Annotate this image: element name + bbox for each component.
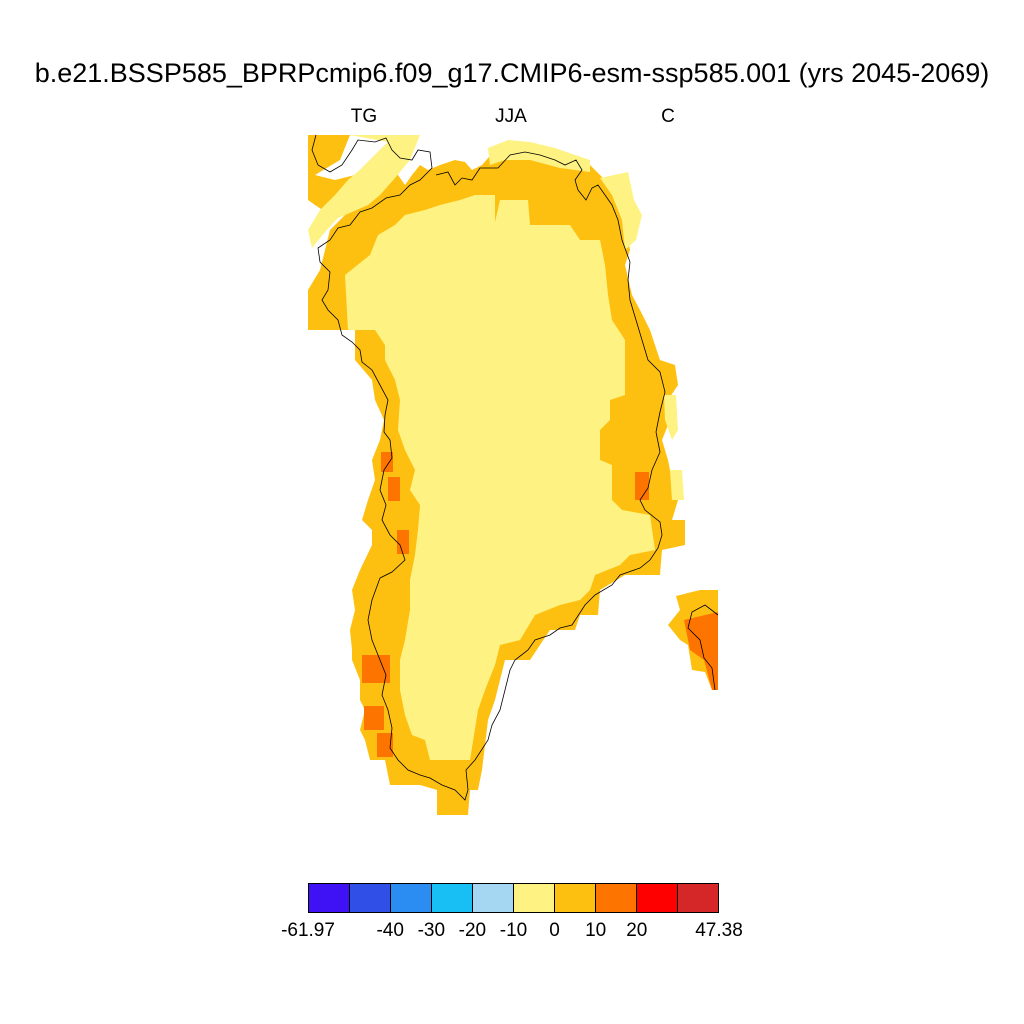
warm-spot <box>381 452 393 472</box>
coastal-fringe-e <box>664 395 684 500</box>
colorbar <box>308 883 719 913</box>
warm-spot <box>362 655 390 683</box>
coastline <box>311 134 666 801</box>
colorbar-swatch <box>350 884 391 912</box>
colorbar-swatch <box>596 884 637 912</box>
warm-spot <box>388 477 400 501</box>
coastal-fringe-nw <box>308 135 420 248</box>
colorbar-swatch <box>473 884 514 912</box>
colorbar-swatch <box>555 884 596 912</box>
coastal-fringe-ne <box>600 172 642 250</box>
colorbar-tick-label: -20 <box>458 920 487 941</box>
season-label: JJA <box>495 106 527 127</box>
warm-spot <box>397 530 409 554</box>
ice-sheet-interior <box>345 195 655 760</box>
warm-spot <box>635 472 649 500</box>
colorbar-tick-label: -30 <box>417 920 446 941</box>
colorbar-swatch <box>637 884 678 912</box>
colorbar-swatch <box>514 884 555 912</box>
colorbar-tick-label: -40 <box>376 920 404 941</box>
colorbar-tick-label: -61.97 <box>281 920 335 941</box>
warm-spot <box>377 733 393 757</box>
colorbar-swatch <box>432 884 473 912</box>
colorbar-tick-label: -10 <box>499 920 528 941</box>
colorbar-swatch <box>678 884 718 912</box>
colorbar-tick-label: 20 <box>626 920 648 941</box>
coastline-island <box>687 604 719 691</box>
colorbar-tick-label: 10 <box>585 920 607 941</box>
plot-title: b.e21.BSSP585_BPRPcmip6.f09_g17.CMIP6-es… <box>34 58 990 88</box>
variable-label: TG <box>350 106 378 127</box>
colorbar-tick-label: 47.38 <box>695 920 743 941</box>
colorbar-swatch <box>391 884 432 912</box>
east-island-warm <box>684 612 718 690</box>
units-label: C <box>661 106 675 127</box>
coastal-fringe-n <box>488 140 590 172</box>
colorbar-tick-label: 0 <box>549 920 560 941</box>
warm-spots <box>362 452 649 757</box>
warm-spot <box>364 706 384 730</box>
colorbar-swatch <box>309 884 350 912</box>
